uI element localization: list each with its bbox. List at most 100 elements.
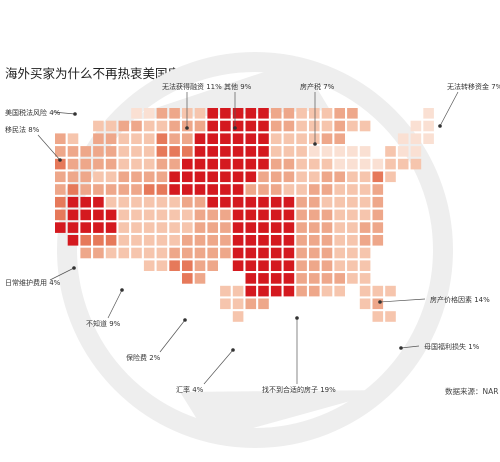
map-square — [334, 184, 345, 195]
map-square — [321, 209, 333, 221]
map-square — [80, 146, 91, 157]
map-square — [118, 209, 130, 221]
map-square — [194, 158, 206, 170]
map-square — [296, 108, 307, 119]
map-square — [359, 120, 371, 132]
map-square — [156, 171, 168, 183]
map-square — [169, 247, 180, 259]
map-square — [245, 260, 257, 271]
map-square — [372, 222, 384, 233]
map-square — [232, 108, 244, 119]
map-square — [169, 171, 180, 183]
map-square — [207, 222, 218, 233]
map-square — [182, 209, 193, 221]
map-square — [131, 120, 142, 132]
leader-line — [52, 111, 76, 115]
map-square — [258, 260, 269, 271]
map-square — [245, 209, 257, 221]
map-square — [309, 108, 320, 119]
map-square — [296, 158, 307, 170]
map-square — [270, 235, 282, 246]
map-square — [347, 158, 358, 170]
map-square — [55, 133, 66, 144]
map-square — [334, 285, 345, 297]
map-square — [169, 209, 180, 221]
map-square — [131, 196, 142, 208]
map-square — [169, 146, 180, 157]
map-square — [118, 247, 130, 259]
map-square — [296, 222, 307, 233]
map-square — [105, 235, 117, 246]
map-square — [194, 273, 206, 284]
map-square — [131, 209, 142, 221]
map-square — [67, 146, 79, 157]
map-square — [182, 158, 193, 170]
map-square — [258, 209, 269, 221]
map-square — [131, 158, 142, 170]
map-square — [321, 108, 333, 119]
map-square — [359, 184, 371, 195]
map-square — [169, 133, 180, 144]
map-square — [232, 158, 244, 170]
map-square — [309, 146, 320, 157]
map-square — [283, 235, 295, 246]
map-square — [309, 247, 320, 259]
map-square — [309, 184, 320, 195]
map-square — [80, 247, 91, 259]
map-square — [105, 184, 117, 195]
map-square — [143, 184, 155, 195]
map-square — [347, 222, 358, 233]
map-square — [258, 235, 269, 246]
map-square — [270, 196, 282, 208]
map-square — [105, 222, 117, 233]
leader-line — [37, 134, 61, 161]
map-square — [207, 120, 218, 132]
map-square — [245, 196, 257, 208]
leader-line — [439, 91, 459, 127]
map-square — [309, 209, 320, 221]
map-square — [220, 146, 231, 157]
category-label: 房产税 7% — [300, 82, 335, 91]
map-square — [270, 247, 282, 259]
map-square — [410, 158, 422, 170]
map-square — [67, 133, 79, 144]
map-square — [334, 273, 345, 284]
map-square — [143, 222, 155, 233]
map-square — [207, 133, 218, 144]
map-square — [283, 285, 295, 297]
map-square — [309, 222, 320, 233]
map-square — [359, 273, 371, 284]
map-square — [296, 184, 307, 195]
map-square — [207, 196, 218, 208]
map-square — [232, 247, 244, 259]
map-square — [220, 184, 231, 195]
leader-dot — [185, 126, 189, 130]
map-square — [334, 209, 345, 221]
map-square — [423, 108, 434, 119]
leader-dot — [231, 348, 235, 352]
map-square — [232, 222, 244, 233]
map-square — [347, 146, 358, 157]
map-square — [410, 146, 422, 157]
map-square — [131, 171, 142, 183]
leader-dot — [58, 158, 62, 162]
map-square — [131, 247, 142, 259]
map-square — [372, 158, 384, 170]
map-square — [220, 209, 231, 221]
map-square — [270, 120, 282, 132]
map-square — [105, 120, 117, 132]
map-square — [372, 285, 384, 297]
leader-dot — [233, 126, 237, 130]
map-square — [309, 158, 320, 170]
map-square — [182, 146, 193, 157]
map-square — [156, 108, 168, 119]
map-square — [220, 298, 231, 310]
category-label: 不知道 9% — [86, 319, 121, 328]
map-square — [207, 108, 218, 119]
map-square — [55, 146, 66, 157]
map-square — [283, 222, 295, 233]
map-square — [194, 209, 206, 221]
map-square — [67, 196, 79, 208]
map-square — [93, 120, 104, 132]
